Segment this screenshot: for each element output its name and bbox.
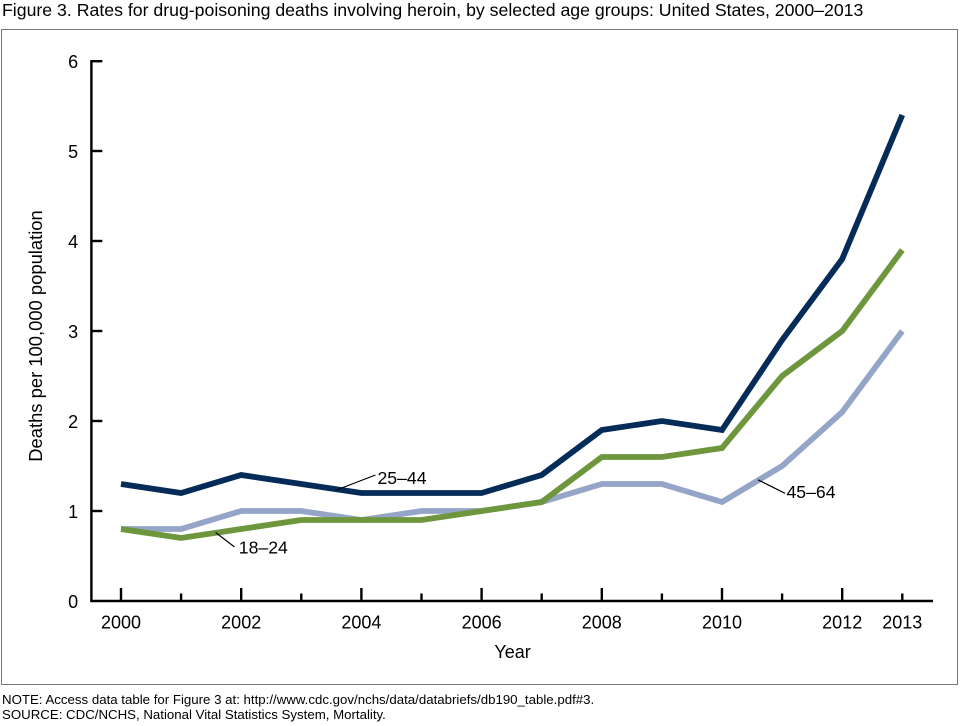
svg-text:2013: 2013 xyxy=(882,613,922,633)
svg-text:2008: 2008 xyxy=(582,613,622,633)
svg-text:1: 1 xyxy=(68,502,78,522)
svg-text:25–44: 25–44 xyxy=(378,468,427,488)
svg-text:3: 3 xyxy=(68,322,78,342)
svg-text:18–24: 18–24 xyxy=(239,538,288,558)
svg-text:2000: 2000 xyxy=(101,613,141,633)
svg-text:2004: 2004 xyxy=(341,613,381,633)
svg-text:45–64: 45–64 xyxy=(787,482,836,502)
svg-text:2002: 2002 xyxy=(221,613,261,633)
svg-text:2006: 2006 xyxy=(462,613,502,633)
svg-text:5: 5 xyxy=(68,142,78,162)
svg-text:4: 4 xyxy=(68,232,78,252)
svg-text:2010: 2010 xyxy=(702,613,742,633)
svg-text:6: 6 xyxy=(68,52,78,72)
svg-text:Year: Year xyxy=(494,642,530,662)
svg-text:2012: 2012 xyxy=(822,613,862,633)
svg-text:0: 0 xyxy=(68,592,78,612)
svg-text:Deaths per 100,000 population: Deaths per 100,000 population xyxy=(25,210,46,462)
svg-text:2: 2 xyxy=(68,412,78,432)
